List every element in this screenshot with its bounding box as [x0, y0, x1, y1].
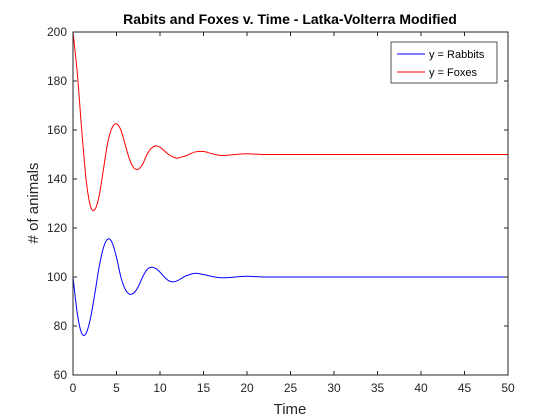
x-axis-ticks: 0 5 10 15 20 25 30 35 40 45 50: [70, 32, 515, 395]
x-tick-label: 30: [327, 381, 341, 395]
y-tick-label: 140: [47, 172, 67, 186]
y-tick-label: 100: [47, 270, 67, 284]
x-tick-label: 10: [153, 381, 167, 395]
x-tick-label: 0: [70, 381, 77, 395]
x-tick-label: 35: [371, 381, 385, 395]
legend-box: [390, 41, 498, 84]
y-axis-ticks: 60 80 100 120 140 160 180 200: [47, 25, 508, 382]
x-tick-label: 50: [501, 381, 515, 395]
x-tick-label: 5: [113, 381, 120, 395]
y-tick-label: 60: [54, 368, 68, 382]
y-tick-label: 120: [47, 221, 67, 235]
series-group: [72, 31, 508, 336]
chart-title: Rabits and Foxes v. Time - Latka-Volterr…: [123, 11, 457, 27]
series-line-y-rabbits: [72, 238, 508, 336]
y-tick-label: 200: [47, 25, 67, 39]
plot-area: [73, 32, 508, 375]
x-tick-label: 45: [458, 381, 472, 395]
series-line-y-foxes: [72, 31, 508, 212]
x-axis-label: Time: [274, 401, 307, 418]
y-axis-label: # of animals: [25, 163, 42, 244]
x-tick-label: 25: [284, 381, 298, 395]
y-tick-label: 180: [47, 74, 67, 88]
y-tick-label: 160: [47, 123, 67, 137]
x-tick-label: 15: [197, 381, 211, 395]
x-tick-label: 20: [240, 381, 254, 395]
y-tick-label: 80: [54, 319, 68, 333]
legend-label-foxes: y = Foxes: [429, 67, 477, 79]
x-tick-label: 40: [414, 381, 428, 395]
legend: y = Rabbits y = Foxes: [390, 41, 498, 84]
legend-label-rabbits: y = Rabbits: [429, 49, 485, 61]
